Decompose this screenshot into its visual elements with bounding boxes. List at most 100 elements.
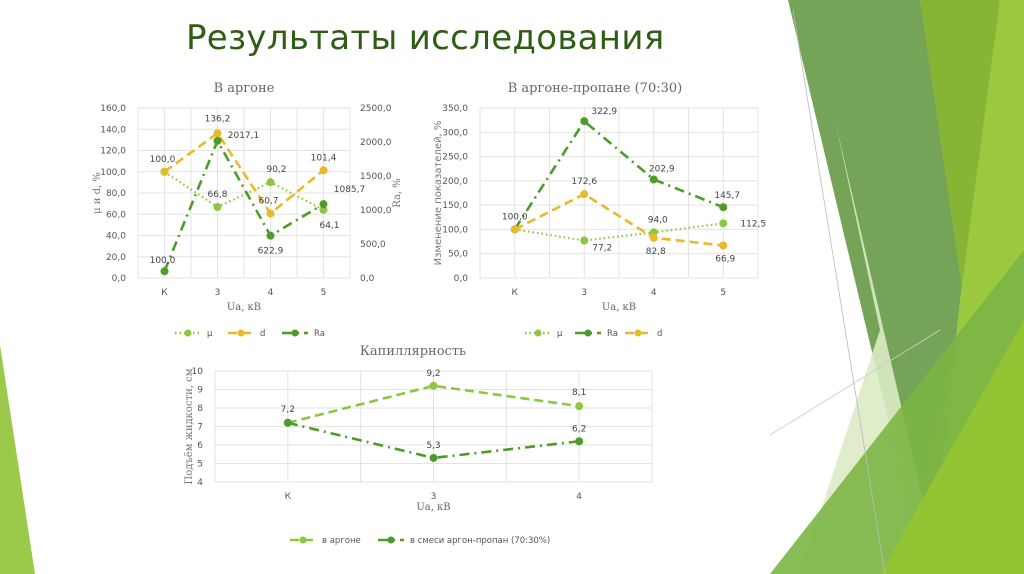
y-tick: 0,0 <box>112 274 127 284</box>
data-point[interactable] <box>266 231 275 240</box>
data-point[interactable] <box>719 203 728 212</box>
series-line <box>287 421 580 460</box>
chart-title: В аргоне <box>214 81 275 96</box>
data-label: 60,7 <box>258 197 278 207</box>
legend-label: d <box>657 329 662 339</box>
data-label: 64,1 <box>319 221 339 231</box>
y-tick: 150,0 <box>442 201 468 211</box>
y-tick: 7 <box>197 423 203 433</box>
data-label: 9,2 <box>426 369 440 379</box>
y-tick-right: 0,0 <box>360 274 375 284</box>
data-point[interactable] <box>575 437 584 446</box>
x-tick: К <box>161 288 168 298</box>
data-label: 66,9 <box>715 255 735 265</box>
x-axis-label: Ua, кВ <box>416 502 450 513</box>
data-point[interactable] <box>319 200 328 209</box>
y-tick: 100,0 <box>100 168 126 178</box>
data-label: 7,2 <box>281 405 295 415</box>
data-label: 622,9 <box>258 247 284 257</box>
series-line <box>163 137 325 272</box>
y-tick: 80,0 <box>106 189 126 199</box>
y-tick-right: 2000,0 <box>360 138 392 148</box>
data-point[interactable] <box>160 267 169 276</box>
legend-label: Ra <box>607 329 618 339</box>
x-axis-label: Ua, кВ <box>602 302 636 313</box>
data-point[interactable] <box>283 418 292 427</box>
data-point[interactable] <box>719 219 728 228</box>
series-line <box>514 192 724 247</box>
data-point[interactable] <box>213 136 222 145</box>
y-tick: 4 <box>197 478 203 488</box>
y-tick: 200,0 <box>442 177 468 187</box>
chart-title: Капиллярность <box>360 344 466 359</box>
data-label: 172,6 <box>571 177 597 187</box>
y-tick: 250,0 <box>442 153 468 163</box>
data-point[interactable] <box>580 236 589 245</box>
y-axis-label: μ и d, % <box>92 172 103 214</box>
legend-label: Ra <box>314 329 325 339</box>
y-tick: 300,0 <box>442 128 468 138</box>
x-tick: К <box>285 492 292 502</box>
data-label: 136,2 <box>205 114 231 124</box>
y-tick: 60,0 <box>106 210 126 220</box>
x-tick: 5 <box>720 288 726 298</box>
data-label: 77,2 <box>592 244 612 254</box>
legend-label: μ <box>207 329 213 339</box>
y-tick: 40,0 <box>106 232 126 242</box>
y-tick: 100,0 <box>442 225 468 235</box>
data-point[interactable] <box>719 241 728 250</box>
y-tick: 20,0 <box>106 253 126 263</box>
data-label: 6,2 <box>572 424 586 434</box>
data-label: 100,0 <box>150 155 176 165</box>
data-label: 322,9 <box>591 107 617 117</box>
data-label: 94,0 <box>648 215 668 225</box>
data-point[interactable] <box>266 178 275 187</box>
data-point[interactable] <box>575 402 584 411</box>
y-axis-label-right: Ra, % <box>392 178 403 208</box>
y-tick: 160,0 <box>100 104 126 114</box>
data-label: 101,4 <box>311 153 337 163</box>
x-tick: К <box>512 288 519 298</box>
data-label: 112,5 <box>740 219 766 229</box>
data-point[interactable] <box>429 453 438 462</box>
data-label: 8,1 <box>572 388 586 398</box>
y-tick-right: 1000,0 <box>360 206 392 216</box>
x-tick: 3 <box>581 288 587 298</box>
x-tick: 3 <box>431 492 437 502</box>
data-point[interactable] <box>580 117 589 126</box>
series-line <box>163 131 325 216</box>
y-axis-label: Изменение показателей, % <box>433 121 444 266</box>
chart-3: Капиллярность 4 5 6 7 8 9 10 К 3 4 Ua, кВ Подъём жид… <box>184 344 653 546</box>
data-label: 145,7 <box>714 191 740 201</box>
y-tick: 50,0 <box>448 250 468 260</box>
data-point[interactable] <box>213 129 222 138</box>
chart-2: В аргоне-пропане (70:30) 0,0 50,0 100,0 150,… <box>433 81 766 339</box>
series-line <box>163 170 325 211</box>
data-point[interactable] <box>319 166 328 175</box>
y-tick-right: 500,0 <box>360 240 386 250</box>
y-tick-right: 2500,0 <box>360 104 392 114</box>
data-point[interactable] <box>160 167 169 176</box>
y-tick: 5 <box>197 460 203 470</box>
data-label: 66,8 <box>207 190 227 200</box>
data-label: 2017,1 <box>228 131 260 141</box>
data-point[interactable] <box>649 233 658 242</box>
legend-label: d <box>260 329 265 339</box>
data-point[interactable] <box>319 205 328 214</box>
data-point[interactable] <box>510 225 519 234</box>
data-point[interactable] <box>266 209 275 218</box>
legend-label: в аргоне <box>322 536 361 546</box>
data-point[interactable] <box>429 381 438 390</box>
y-tick: 120,0 <box>100 147 126 157</box>
y-tick: 10 <box>192 367 204 377</box>
y-tick: 9 <box>197 386 203 396</box>
data-label: 100,0 <box>150 256 176 266</box>
data-point[interactable] <box>213 203 222 212</box>
y-tick: 350,0 <box>442 104 468 114</box>
x-tick: 4 <box>268 288 274 298</box>
data-label: 90,2 <box>266 165 286 175</box>
x-tick: 4 <box>651 288 657 298</box>
data-point[interactable] <box>580 190 589 199</box>
data-point[interactable] <box>649 175 658 184</box>
